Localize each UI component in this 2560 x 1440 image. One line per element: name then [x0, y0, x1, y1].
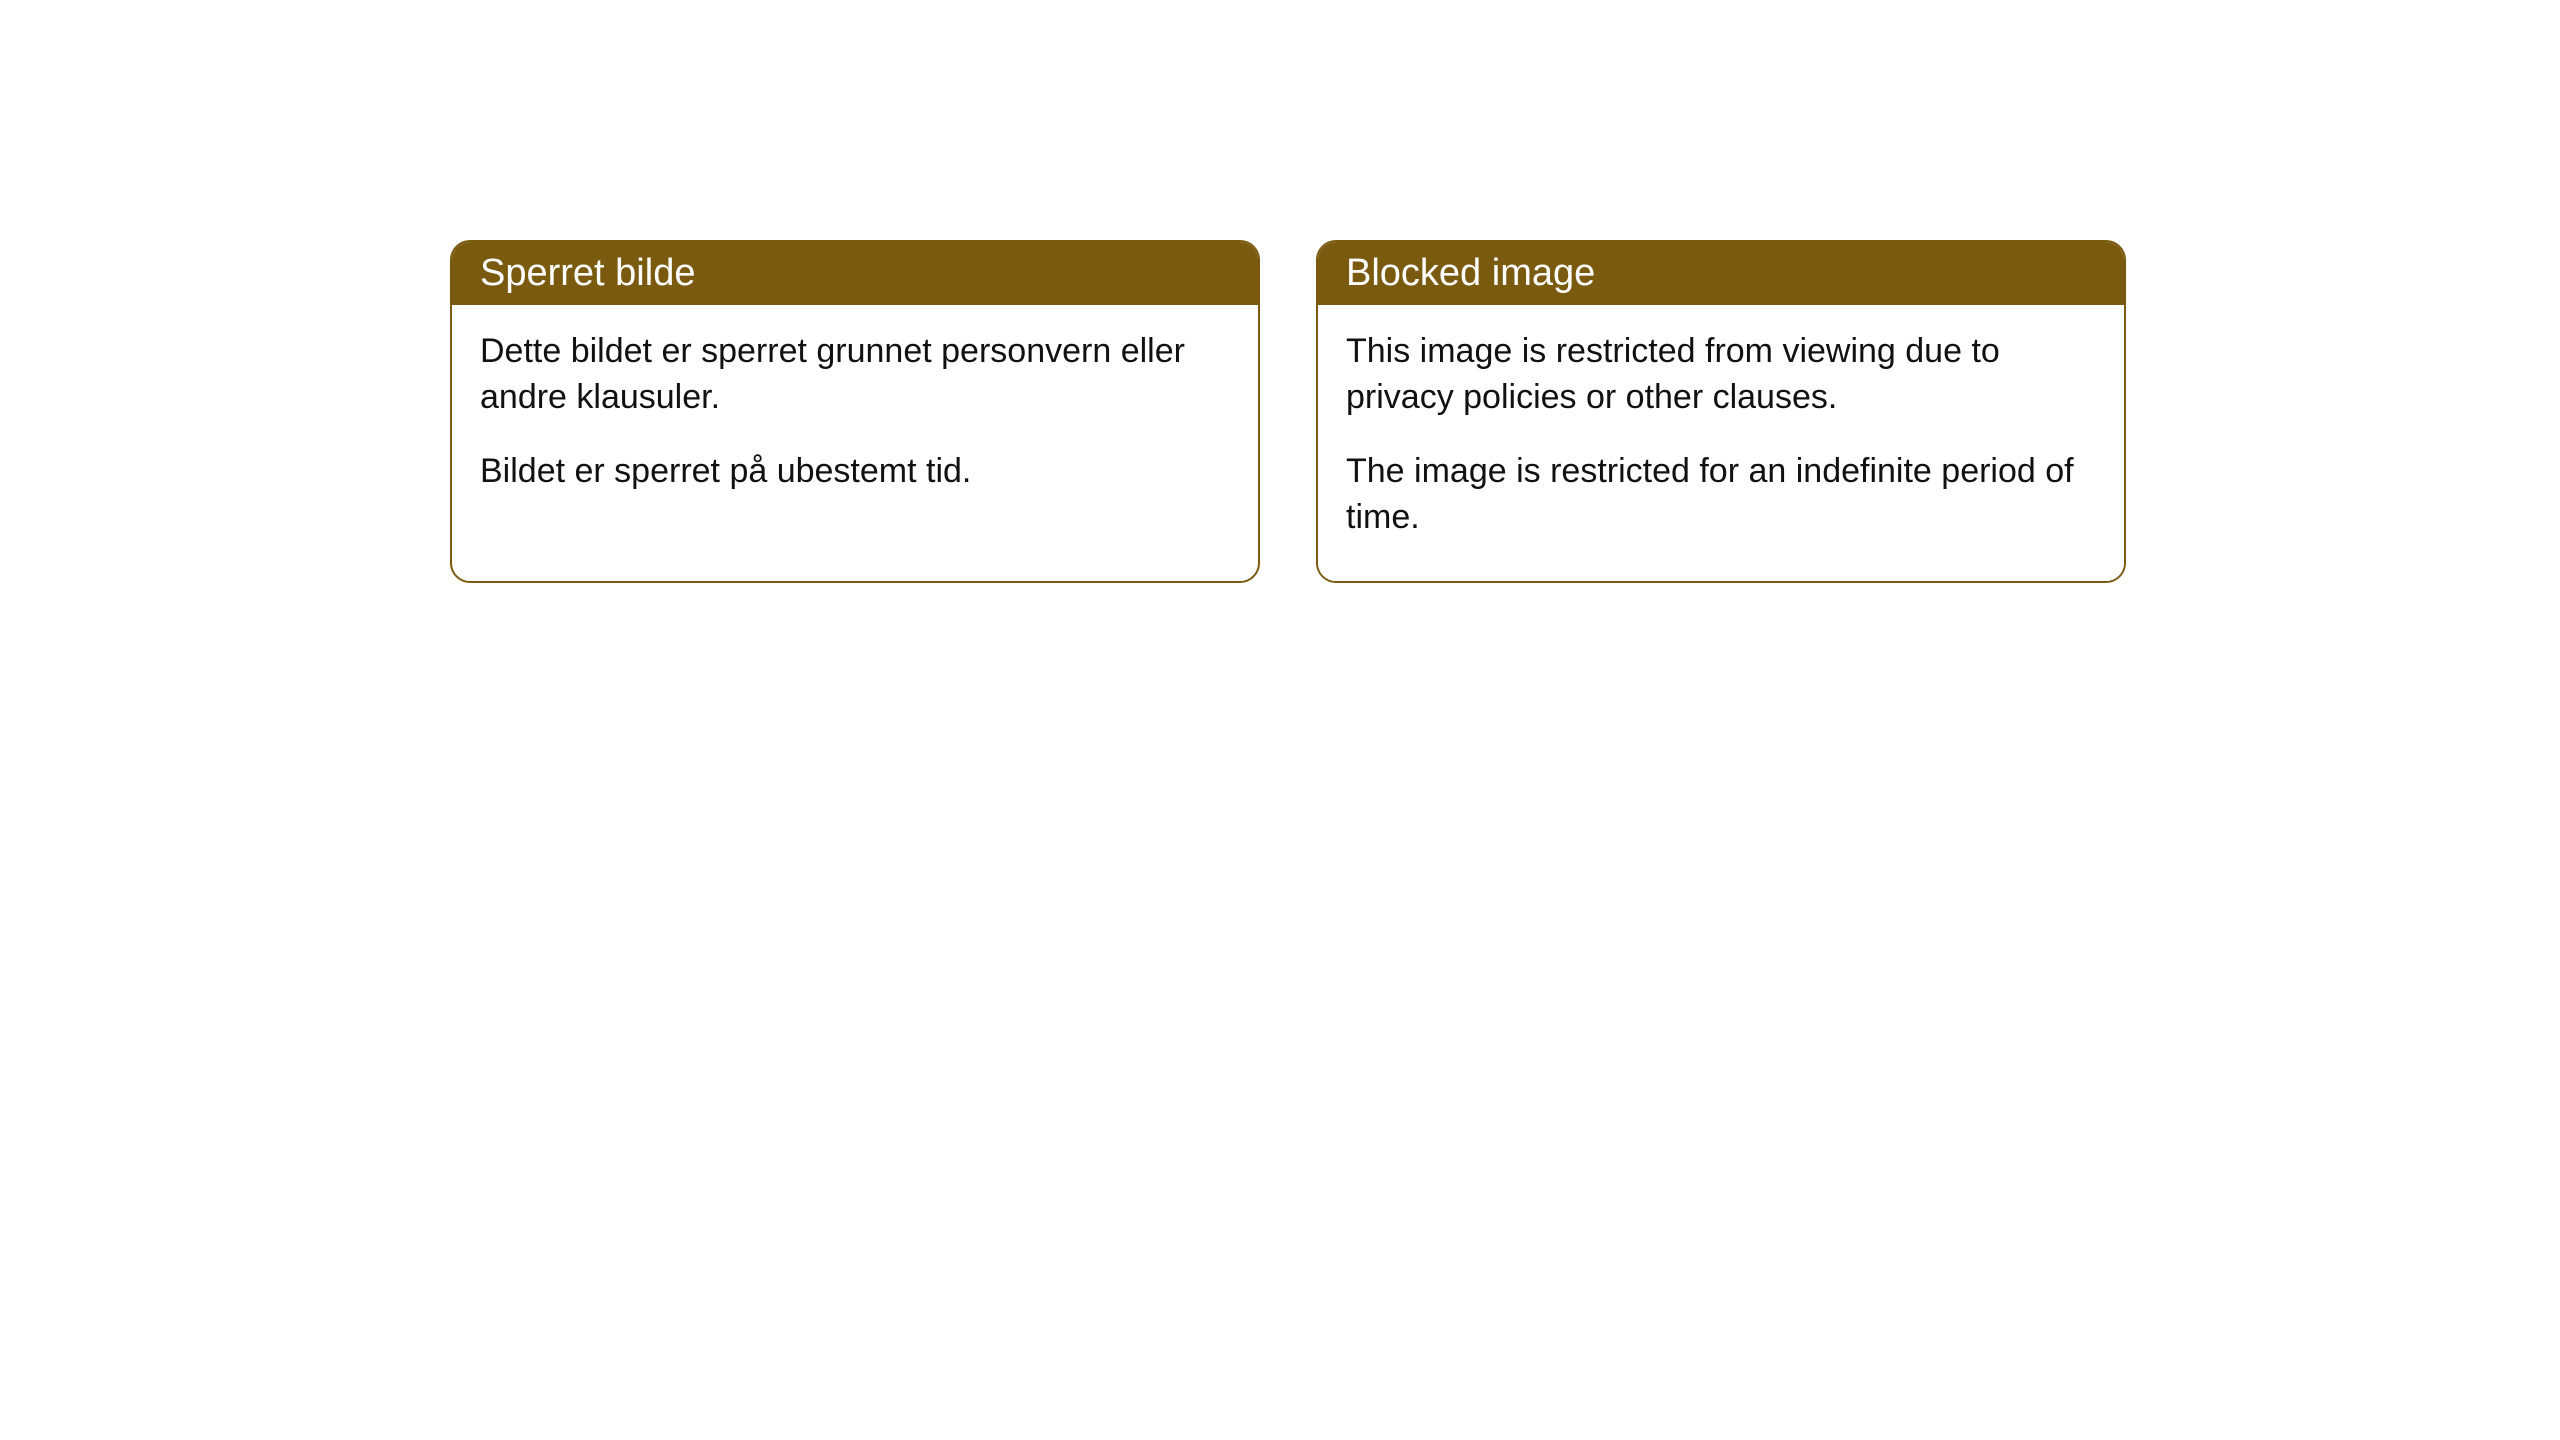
card-english: Blocked image This image is restricted f… — [1316, 240, 2126, 583]
card-header-norwegian: Sperret bilde — [452, 242, 1258, 305]
card-body-english: This image is restricted from viewing du… — [1318, 305, 2124, 581]
card-header-english: Blocked image — [1318, 242, 2124, 305]
card-paragraph: Dette bildet er sperret grunnet personve… — [480, 329, 1230, 421]
cards-container: Sperret bilde Dette bildet er sperret gr… — [450, 240, 2126, 583]
card-paragraph: Bildet er sperret på ubestemt tid. — [480, 449, 1230, 495]
card-body-norwegian: Dette bildet er sperret grunnet personve… — [452, 305, 1258, 535]
card-paragraph: This image is restricted from viewing du… — [1346, 329, 2096, 421]
card-paragraph: The image is restricted for an indefinit… — [1346, 449, 2096, 541]
card-norwegian: Sperret bilde Dette bildet er sperret gr… — [450, 240, 1260, 583]
